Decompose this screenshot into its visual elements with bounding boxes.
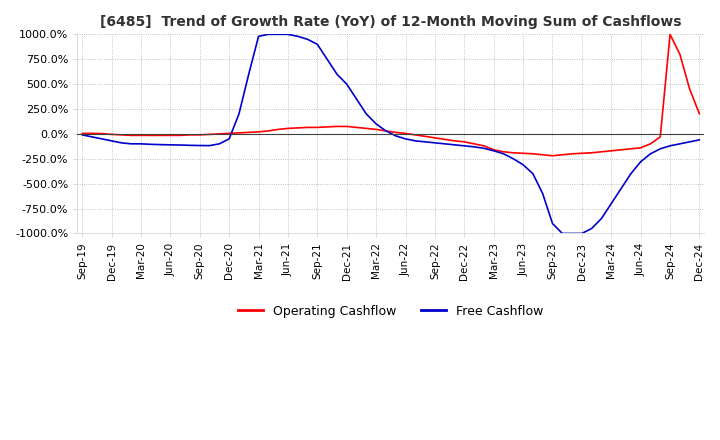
Operating Cashflow — [469, 141, 478, 147]
Operating Cashflow — [156, 133, 165, 138]
Operating Cashflow — [420, 134, 429, 139]
Operating Cashflow — [695, 111, 703, 117]
Operating Cashflow — [666, 32, 675, 37]
Free Cashflow — [156, 142, 165, 147]
Operating Cashflow — [78, 131, 86, 136]
Free Cashflow — [78, 132, 86, 138]
Free Cashflow — [558, 231, 567, 236]
Free Cashflow — [431, 140, 439, 146]
Title: [6485]  Trend of Growth Rate (YoY) of 12-Month Moving Sum of Cashflows: [6485] Trend of Growth Rate (YoY) of 12-… — [100, 15, 682, 29]
Legend: Operating Cashflow, Free Cashflow: Operating Cashflow, Free Cashflow — [233, 300, 549, 323]
Operating Cashflow — [382, 128, 390, 133]
Line: Free Cashflow: Free Cashflow — [82, 34, 699, 234]
Free Cashflow — [695, 137, 703, 143]
Free Cashflow — [264, 32, 273, 37]
Free Cashflow — [480, 146, 488, 151]
Operating Cashflow — [548, 153, 557, 158]
Free Cashflow — [343, 81, 351, 87]
Operating Cashflow — [480, 143, 488, 148]
Operating Cashflow — [333, 124, 341, 129]
Free Cashflow — [490, 148, 498, 154]
Line: Operating Cashflow: Operating Cashflow — [82, 34, 699, 156]
Free Cashflow — [392, 133, 400, 139]
